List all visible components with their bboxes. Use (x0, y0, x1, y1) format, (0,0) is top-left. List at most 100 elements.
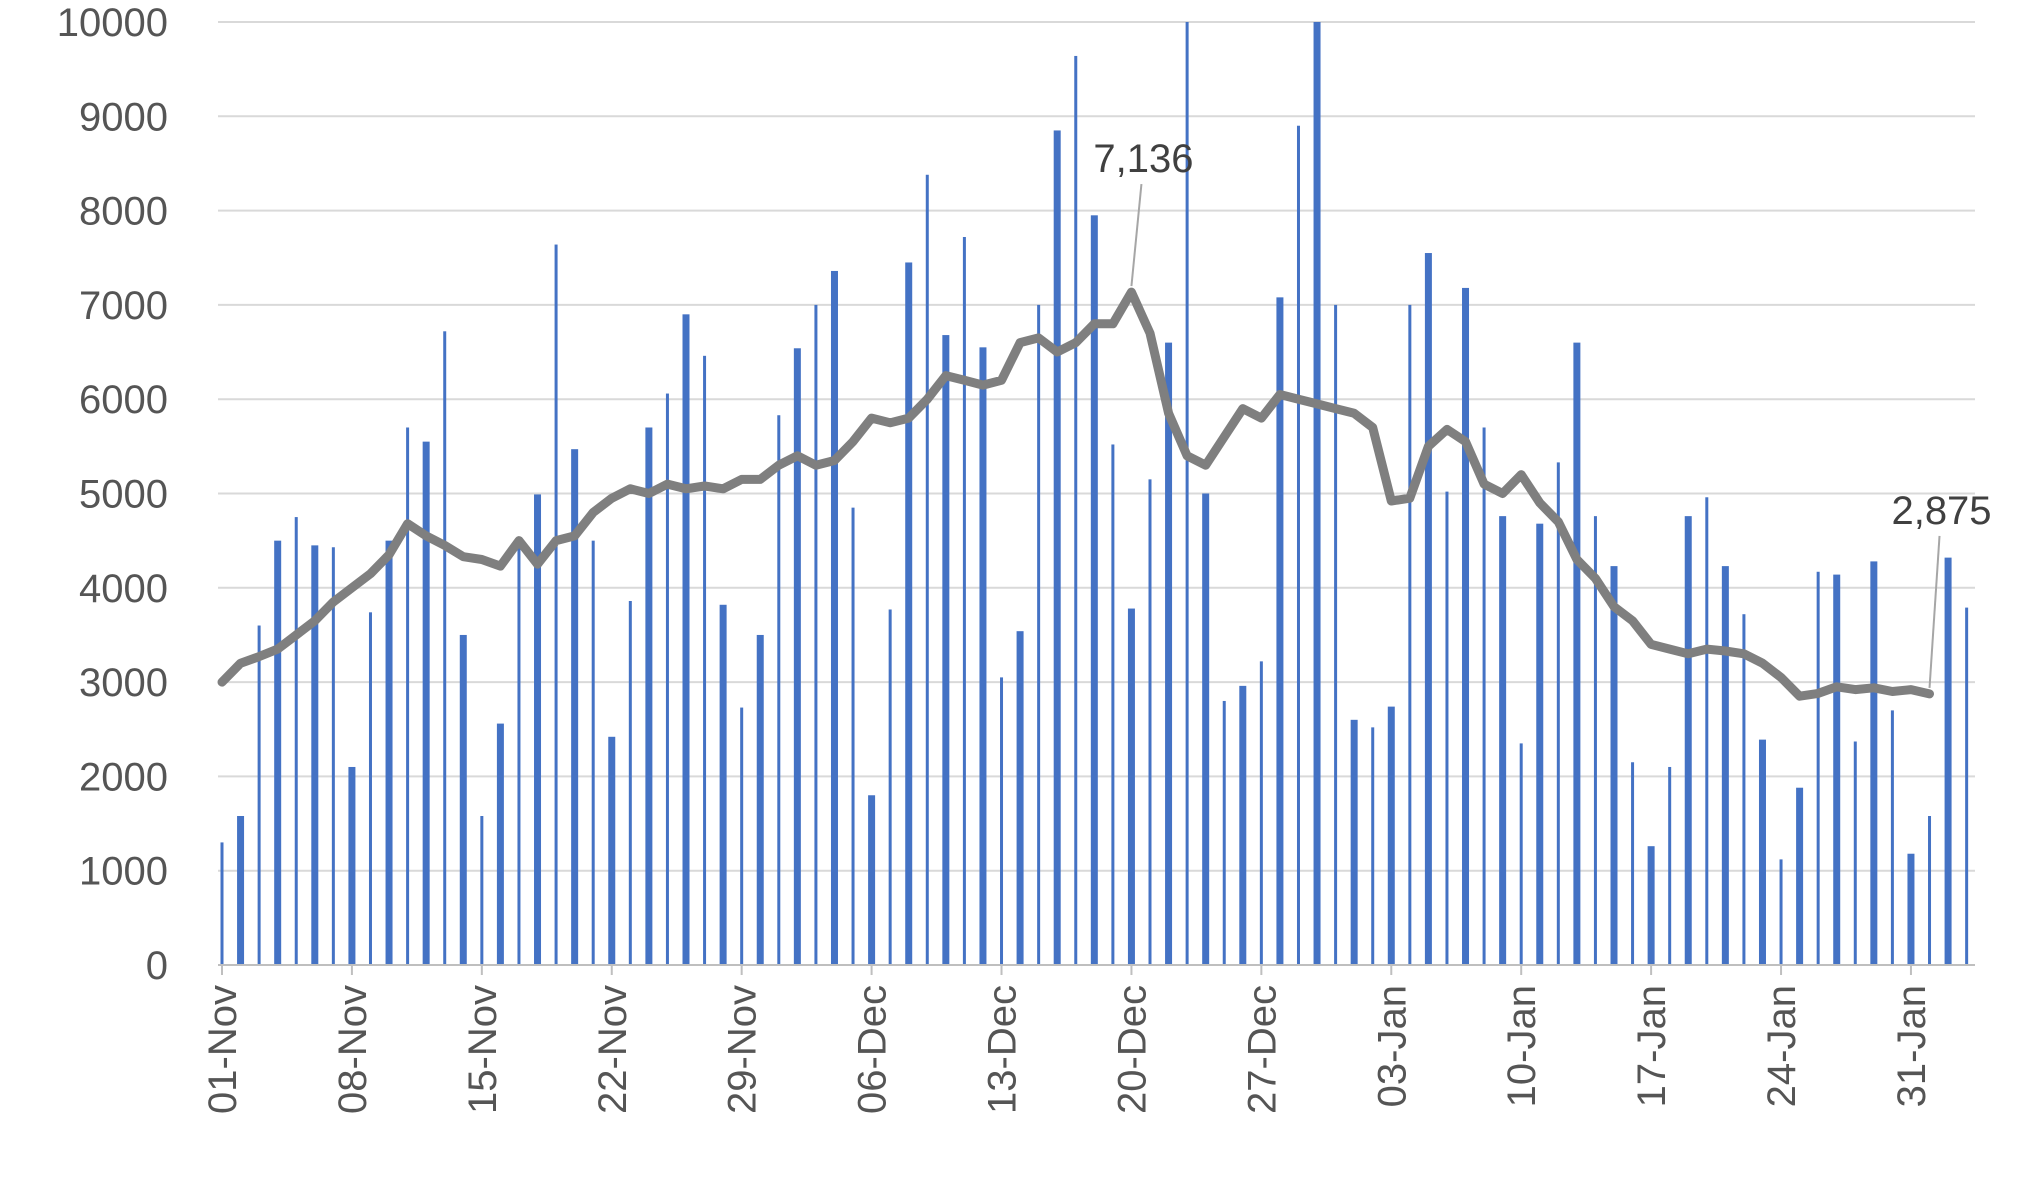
x-tick-label: 03-Jan (1370, 985, 1414, 1107)
bar (1796, 787, 1804, 965)
y-tick-label: 10000 (57, 1, 168, 45)
bar (1350, 719, 1358, 965)
bar (294, 517, 298, 965)
bar (496, 723, 504, 965)
x-tick-label: 31-Jan (1890, 985, 1934, 1107)
y-tick-label: 5000 (79, 473, 168, 517)
bar (868, 795, 876, 965)
bar (1296, 125, 1300, 966)
bar (1556, 462, 1560, 965)
bar (1890, 710, 1894, 965)
bar (480, 816, 484, 965)
bar (942, 335, 950, 965)
bar (793, 348, 801, 965)
bar (1573, 342, 1581, 965)
bar (1111, 444, 1115, 965)
bar (1482, 427, 1486, 965)
y-tick-label: 4000 (79, 567, 168, 611)
y-tick-label: 9000 (79, 95, 168, 139)
bar (385, 540, 393, 965)
x-tick-label: 20-Dec (1110, 985, 1154, 1114)
bar (1074, 55, 1078, 965)
bar (1519, 743, 1523, 965)
bar (814, 304, 818, 965)
bar (1127, 608, 1135, 965)
bar (1668, 766, 1672, 965)
bar (571, 449, 579, 966)
bar (740, 707, 744, 965)
bar (979, 347, 987, 966)
bar (1313, 22, 1321, 965)
bar (348, 766, 356, 965)
data-label-leader (1928, 535, 1941, 688)
bar (777, 415, 781, 966)
bar (311, 545, 319, 965)
bar (1944, 557, 1952, 965)
bar (1610, 566, 1618, 965)
bar (888, 609, 892, 965)
bar (830, 270, 838, 965)
x-tick-label: 27-Dec (1240, 985, 1284, 1114)
bar (682, 314, 690, 966)
bar (1631, 762, 1635, 965)
bar (1000, 677, 1004, 965)
bar (406, 427, 410, 965)
bar (1334, 304, 1338, 965)
x-tick-label: 01-Nov (201, 985, 245, 1114)
x-tick-label: 10-Jan (1500, 985, 1544, 1107)
bar (962, 237, 966, 965)
bar (1259, 661, 1263, 965)
bar (1536, 523, 1544, 965)
bar (1742, 614, 1746, 965)
x-tick-label: 15-Nov (461, 985, 505, 1114)
bar (1016, 631, 1024, 965)
bar (608, 736, 616, 965)
y-tick-label: 0 (146, 944, 168, 988)
data-labels: 7,136 2,875 (1093, 137, 1992, 688)
bar (534, 494, 542, 965)
bar (257, 625, 261, 965)
x-tick-label: 22-Nov (591, 985, 635, 1114)
bar (1090, 215, 1098, 965)
bar (1462, 287, 1470, 965)
x-tick-label: 13-Dec (981, 985, 1025, 1114)
bar (1387, 706, 1395, 965)
bar (1185, 22, 1189, 965)
bar (459, 634, 467, 965)
bar (665, 393, 669, 965)
bar (1424, 253, 1432, 965)
x-axis (218, 964, 1975, 975)
y-tick-label: 8000 (79, 190, 168, 234)
x-tick-label: 08-Nov (331, 985, 375, 1114)
y-tick-label: 2000 (79, 755, 168, 799)
bar (645, 427, 653, 965)
bar (719, 604, 727, 965)
y-tick-label: 3000 (79, 661, 168, 705)
bar (925, 174, 929, 966)
bar (368, 612, 372, 965)
bar (422, 441, 430, 965)
x-axis-tick-labels: 01-Nov 08-Nov 15-Nov 22-Nov 29-Nov 06-Dec 13-D… (201, 985, 1934, 1114)
bar (1758, 739, 1766, 965)
bar (517, 545, 521, 965)
bar (1928, 816, 1932, 965)
x-tick-label: 24-Jan (1760, 985, 1804, 1107)
bar (905, 262, 913, 966)
y-tick-label: 7000 (79, 284, 168, 328)
bar (1593, 516, 1597, 965)
bar (1037, 304, 1041, 965)
bar (851, 507, 855, 965)
bar (1408, 304, 1412, 965)
bar (274, 540, 282, 965)
data-label: 7,136 (1093, 137, 1193, 181)
bar (237, 816, 245, 965)
bar (1870, 561, 1878, 965)
bar (1445, 491, 1449, 965)
bar (1647, 846, 1655, 965)
bar (331, 547, 335, 965)
bar (1276, 297, 1284, 966)
bar (1684, 516, 1692, 965)
bar (628, 601, 632, 965)
x-tick-label: 29-Nov (721, 985, 765, 1114)
